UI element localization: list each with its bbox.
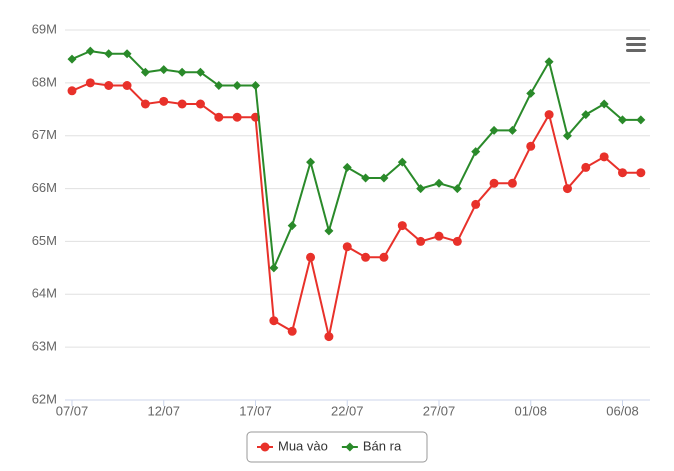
point [361,173,371,183]
point [67,54,77,64]
x-tick-label: 27/07 [423,403,456,418]
point [195,99,205,109]
point [434,231,444,241]
point [581,110,591,120]
point [232,81,242,90]
point [562,131,572,141]
point [599,152,609,162]
point [379,173,389,183]
point [287,326,297,336]
point [618,168,627,178]
point [526,141,536,151]
y-tick-label: 63M [32,339,57,354]
point [507,178,517,188]
legend-marker [345,442,355,452]
point [306,252,316,262]
y-tick-label: 62M [32,391,57,406]
point [452,184,462,194]
point [416,236,426,246]
point [232,112,242,122]
point [599,99,609,109]
x-tick-label: 06/08 [606,403,639,418]
point [397,157,407,167]
point [544,57,554,67]
point [562,184,572,194]
point [342,242,352,252]
y-tick-label: 67M [32,127,57,142]
series-line [71,50,641,272]
series-line [71,81,641,337]
legend-box [246,431,428,463]
point [581,162,591,172]
point [324,226,334,236]
point [159,65,169,75]
point [85,46,95,56]
point [269,316,279,326]
point [177,67,187,77]
point [636,115,646,125]
y-tick-label: 65M [32,233,57,248]
point [379,252,389,262]
legend-marker [260,442,270,452]
menu-bar [626,37,646,40]
point [489,125,499,135]
point [195,67,205,77]
legend-label: Mua vào [278,438,328,453]
point [140,67,150,77]
legend-label: Bán ra [363,438,402,453]
point [397,221,407,231]
point [324,332,334,342]
y-tick-label: 64M [32,286,57,301]
point [214,112,224,122]
point [214,81,224,90]
point [122,49,132,59]
x-tick-label: 12/07 [147,403,180,418]
point [122,81,132,90]
point [452,236,462,246]
y-tick-label: 66M [32,180,57,195]
menu-bar [626,43,646,46]
y-tick-label: 68M [32,74,57,89]
x-tick-label: 17/07 [239,403,272,418]
point [104,81,114,90]
point [85,78,95,88]
x-tick-label: 07/07 [56,403,89,418]
point [306,157,316,167]
x-tick-label: 22/07 [331,403,364,418]
y-tick-label: 69M [32,21,57,36]
point [251,81,260,90]
point [177,99,187,109]
point [269,263,279,273]
point [434,178,444,188]
point [104,49,114,59]
point [361,252,371,262]
point [416,184,426,194]
menu-icon[interactable] [626,37,646,52]
point [471,147,481,157]
x-tick-label: 01/08 [514,403,547,418]
menu-bar [626,49,646,52]
point [471,199,481,209]
point [159,96,169,106]
point [636,168,646,178]
point [544,110,554,120]
point [140,99,150,109]
point [342,162,352,172]
point [526,88,536,98]
point [507,125,517,135]
point [287,221,297,231]
point [618,115,627,125]
point [67,86,77,96]
point [489,178,499,188]
